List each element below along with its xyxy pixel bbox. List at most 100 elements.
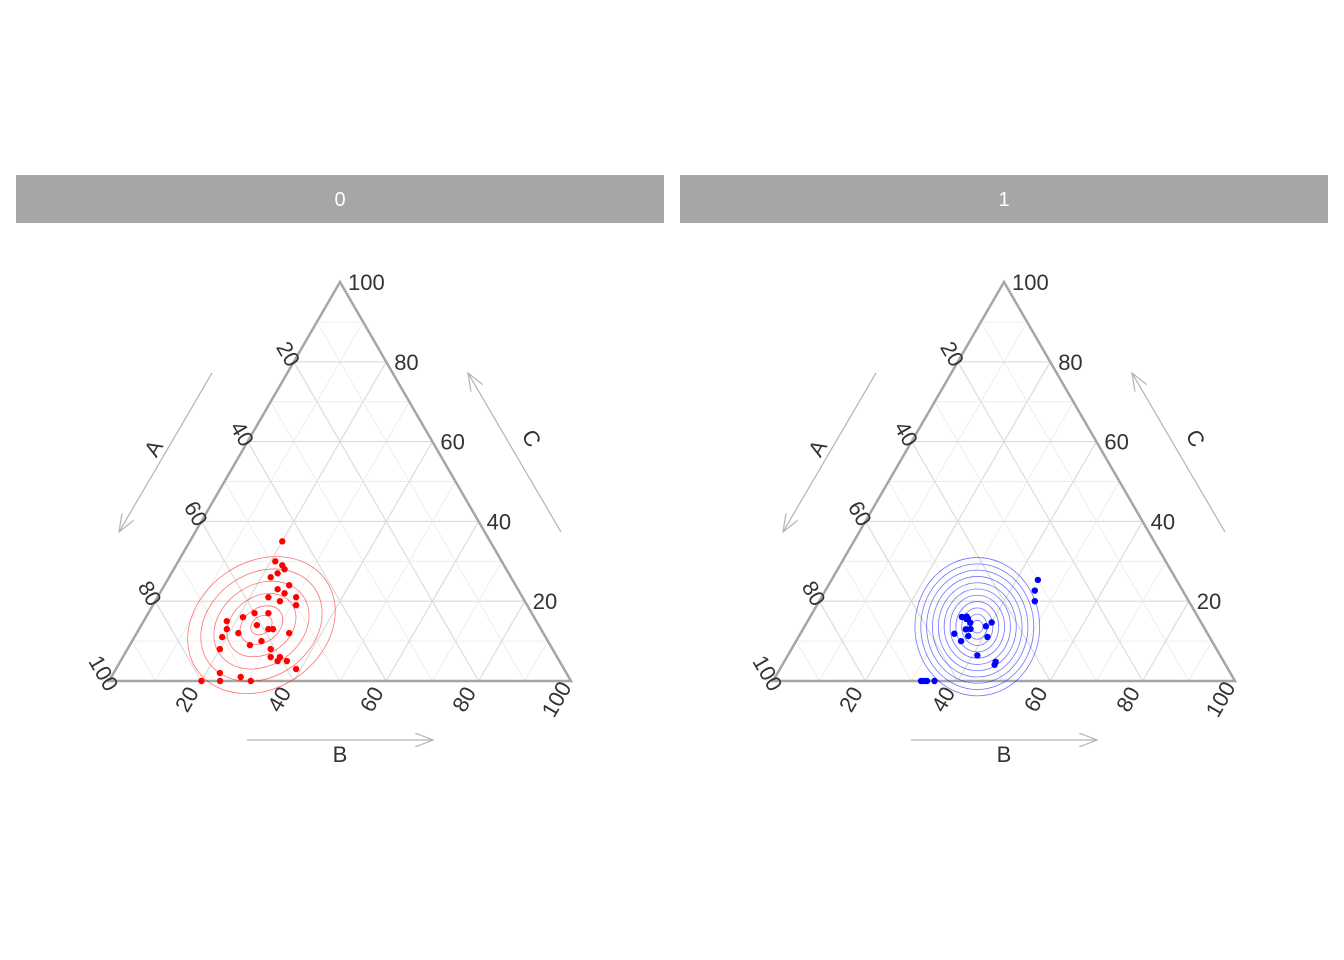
grid-line-a (841, 561, 912, 682)
density-contour (949, 594, 1005, 659)
panel-strip (680, 175, 1328, 223)
density-contours (187, 556, 336, 695)
data-point (258, 637, 265, 645)
density-contours (914, 557, 1041, 697)
data-points (917, 576, 1042, 685)
data-point (198, 677, 205, 685)
data-point (281, 566, 288, 573)
data-point (923, 677, 931, 685)
density-contour (226, 593, 297, 658)
tick-label-a: 60 (843, 497, 877, 531)
density-contour (920, 563, 1035, 690)
data-point (965, 632, 972, 640)
density-contour (187, 556, 336, 695)
b-axis-title: B (333, 742, 348, 767)
data-point (967, 625, 974, 633)
tick-label-c: 100 (348, 270, 385, 295)
c-axis-arrow (468, 373, 562, 533)
grid-line-a (818, 600, 866, 682)
density-contour (250, 615, 273, 636)
tick-label-c: 40 (487, 509, 511, 534)
grid-line-b (385, 521, 480, 682)
a-axis-title: A (803, 435, 832, 460)
grid-line-a (795, 640, 820, 682)
data-point (292, 665, 300, 673)
panel-0: 0 20 20 20 40 40 40 60 60 60 80 80 80 100 100 100 B A C (16, 175, 664, 767)
tick-label-c: 40 (1151, 509, 1175, 534)
data-point (274, 586, 281, 593)
grid-line-b (524, 640, 549, 682)
tick-label-b: 20 (834, 682, 868, 716)
density-contour (943, 588, 1011, 665)
data-point (1034, 576, 1042, 584)
tick-label-a: 80 (797, 577, 831, 611)
data-point (269, 625, 277, 633)
data-point (276, 598, 284, 605)
grid-line-b (339, 481, 456, 682)
tick-label-c: 60 (440, 430, 464, 455)
grid-line-a (864, 521, 959, 682)
tick-label-a: 40 (889, 417, 923, 451)
a-axis-title: A (139, 435, 168, 460)
grid-line-b (1003, 481, 1120, 682)
grid-line-b (1188, 640, 1213, 682)
data-point (984, 633, 991, 641)
panel-1: 1 20 20 20 40 40 40 60 60 60 80 80 80 100 100 100 B A C (680, 175, 1328, 767)
tick-label-a: 20 (271, 337, 305, 371)
density-contour (955, 601, 1000, 653)
grid-line-b (911, 401, 1074, 682)
grid-line-a (934, 401, 1097, 682)
data-point (267, 645, 274, 653)
data-point (272, 558, 279, 565)
tick-label-b: 100 (1200, 677, 1240, 721)
data-point (239, 613, 247, 621)
data-point (285, 629, 293, 637)
density-contour (926, 569, 1029, 684)
data-point (265, 594, 272, 601)
tick-label-a: 100 (747, 651, 787, 695)
a-axis-arrow (783, 372, 877, 532)
tick-label-a: 80 (133, 577, 167, 611)
density-contour (213, 580, 310, 670)
data-point (285, 582, 293, 589)
density-contour (914, 557, 1041, 697)
b-axis-title: B (997, 742, 1012, 767)
data-point (223, 625, 231, 633)
data-point (267, 574, 274, 581)
data-point (991, 661, 998, 668)
ternary-frame (106, 279, 574, 683)
grid-line-b (1096, 561, 1167, 682)
data-point (281, 590, 288, 597)
data-point (988, 619, 995, 626)
data-point (276, 653, 284, 661)
tick-label-b: 40 (926, 682, 960, 716)
tick-label-b: 40 (262, 682, 296, 716)
grid-line-a (154, 600, 202, 682)
grid-line-a (224, 481, 341, 682)
grid-line-b (478, 600, 526, 682)
data-point (237, 673, 244, 681)
data-point (292, 594, 300, 601)
panel-strip-label: 1 (998, 189, 1009, 211)
panel-strip-label: 0 (334, 189, 345, 211)
c-axis-arrow (1132, 373, 1226, 533)
tick-label-a: 100 (83, 651, 123, 695)
data-point (247, 677, 255, 685)
grid-line-b (1049, 521, 1144, 682)
c-axis-title: C (517, 425, 547, 451)
tick-label-c: 100 (1012, 270, 1049, 295)
density-contour (932, 576, 1023, 678)
data-point (1031, 598, 1039, 605)
grid-line-a (270, 401, 433, 682)
data-point (957, 637, 965, 645)
data-point (962, 626, 969, 633)
tick-label-c: 80 (1058, 350, 1082, 375)
data-point (265, 625, 272, 633)
grid-line-a (888, 481, 1005, 682)
c-axis-title: C (1181, 425, 1211, 451)
density-contour (239, 605, 284, 645)
grid-line-a (131, 640, 156, 682)
tick-label-a: 40 (225, 417, 259, 451)
grid-line-a (316, 321, 526, 682)
